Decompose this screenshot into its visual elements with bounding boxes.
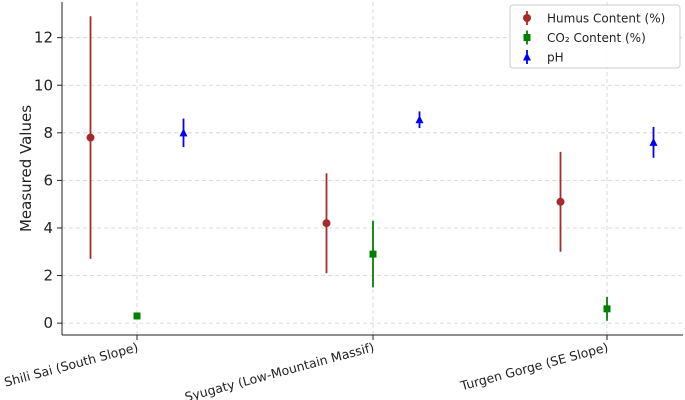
y-axis-label: Measured Values bbox=[17, 105, 35, 232]
legend-label: CO₂ Content (%) bbox=[547, 31, 646, 45]
legend: Humus Content (%) CO₂ Content (%) pH bbox=[509, 4, 681, 69]
legend-entry: pH bbox=[523, 50, 564, 65]
data-point bbox=[649, 137, 658, 146]
y-tick-label: 8 bbox=[43, 124, 53, 142]
series-2 bbox=[179, 111, 658, 158]
legend-swatch-marker bbox=[523, 14, 531, 22]
x-tick-label: Syugaty (Low-Mountain Massif) bbox=[183, 339, 376, 400]
legend-entry: CO₂ Content (%) bbox=[523, 30, 646, 45]
y-tick-label: 12 bbox=[34, 29, 53, 47]
data-point bbox=[369, 250, 377, 258]
legend-label: Humus Content (%) bbox=[547, 12, 665, 26]
y-tick-label: 6 bbox=[43, 171, 53, 189]
legend-swatch-marker bbox=[523, 34, 531, 41]
legend-entry: Humus Content (%) bbox=[523, 11, 665, 26]
series-1 bbox=[133, 220, 611, 321]
legend-box bbox=[509, 4, 681, 69]
legend-label: pH bbox=[547, 51, 564, 65]
series-0 bbox=[86, 16, 565, 274]
y-tick-label: 4 bbox=[43, 219, 53, 237]
legend-swatch-marker bbox=[523, 52, 531, 61]
series-layer bbox=[86, 16, 658, 321]
x-tick-label: Shili Sai (South Slope) bbox=[3, 339, 140, 389]
data-point bbox=[133, 312, 141, 320]
y-tick-label: 2 bbox=[43, 267, 53, 285]
data-point bbox=[179, 128, 188, 137]
data-point bbox=[556, 197, 565, 206]
data-point bbox=[86, 133, 95, 142]
x-tick-label: Turgen Gorge (SE Slope) bbox=[458, 339, 610, 393]
data-point bbox=[603, 305, 611, 313]
data-point bbox=[415, 115, 424, 124]
y-tick-label: 0 bbox=[43, 314, 53, 332]
data-point bbox=[322, 219, 331, 228]
y-tick-label: 10 bbox=[34, 76, 53, 94]
